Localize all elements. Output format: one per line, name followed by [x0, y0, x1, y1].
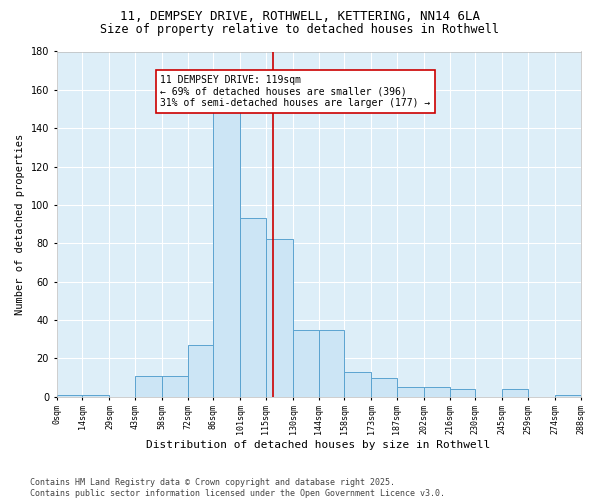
Bar — [555, 395, 581, 397]
Bar — [162, 376, 188, 397]
Bar — [266, 240, 293, 397]
Text: 11 DEMPSEY DRIVE: 119sqm
← 69% of detached houses are smaller (396)
31% of semi-: 11 DEMPSEY DRIVE: 119sqm ← 69% of detach… — [160, 74, 431, 108]
Bar — [502, 389, 528, 397]
Bar — [241, 218, 266, 397]
Bar — [188, 345, 213, 397]
Bar — [56, 395, 82, 397]
Bar — [449, 389, 475, 397]
Y-axis label: Number of detached properties: Number of detached properties — [15, 134, 25, 315]
Text: 11, DEMPSEY DRIVE, ROTHWELL, KETTERING, NN14 6LA: 11, DEMPSEY DRIVE, ROTHWELL, KETTERING, … — [120, 10, 480, 23]
Bar — [319, 330, 344, 397]
Bar — [82, 395, 109, 397]
Text: Size of property relative to detached houses in Rothwell: Size of property relative to detached ho… — [101, 22, 499, 36]
Bar — [344, 372, 371, 397]
Bar — [293, 330, 319, 397]
Bar — [371, 378, 397, 397]
Bar — [213, 109, 241, 397]
Text: Contains HM Land Registry data © Crown copyright and database right 2025.
Contai: Contains HM Land Registry data © Crown c… — [30, 478, 445, 498]
Bar — [397, 387, 424, 397]
X-axis label: Distribution of detached houses by size in Rothwell: Distribution of detached houses by size … — [146, 440, 491, 450]
Bar — [424, 387, 449, 397]
Bar — [135, 376, 162, 397]
